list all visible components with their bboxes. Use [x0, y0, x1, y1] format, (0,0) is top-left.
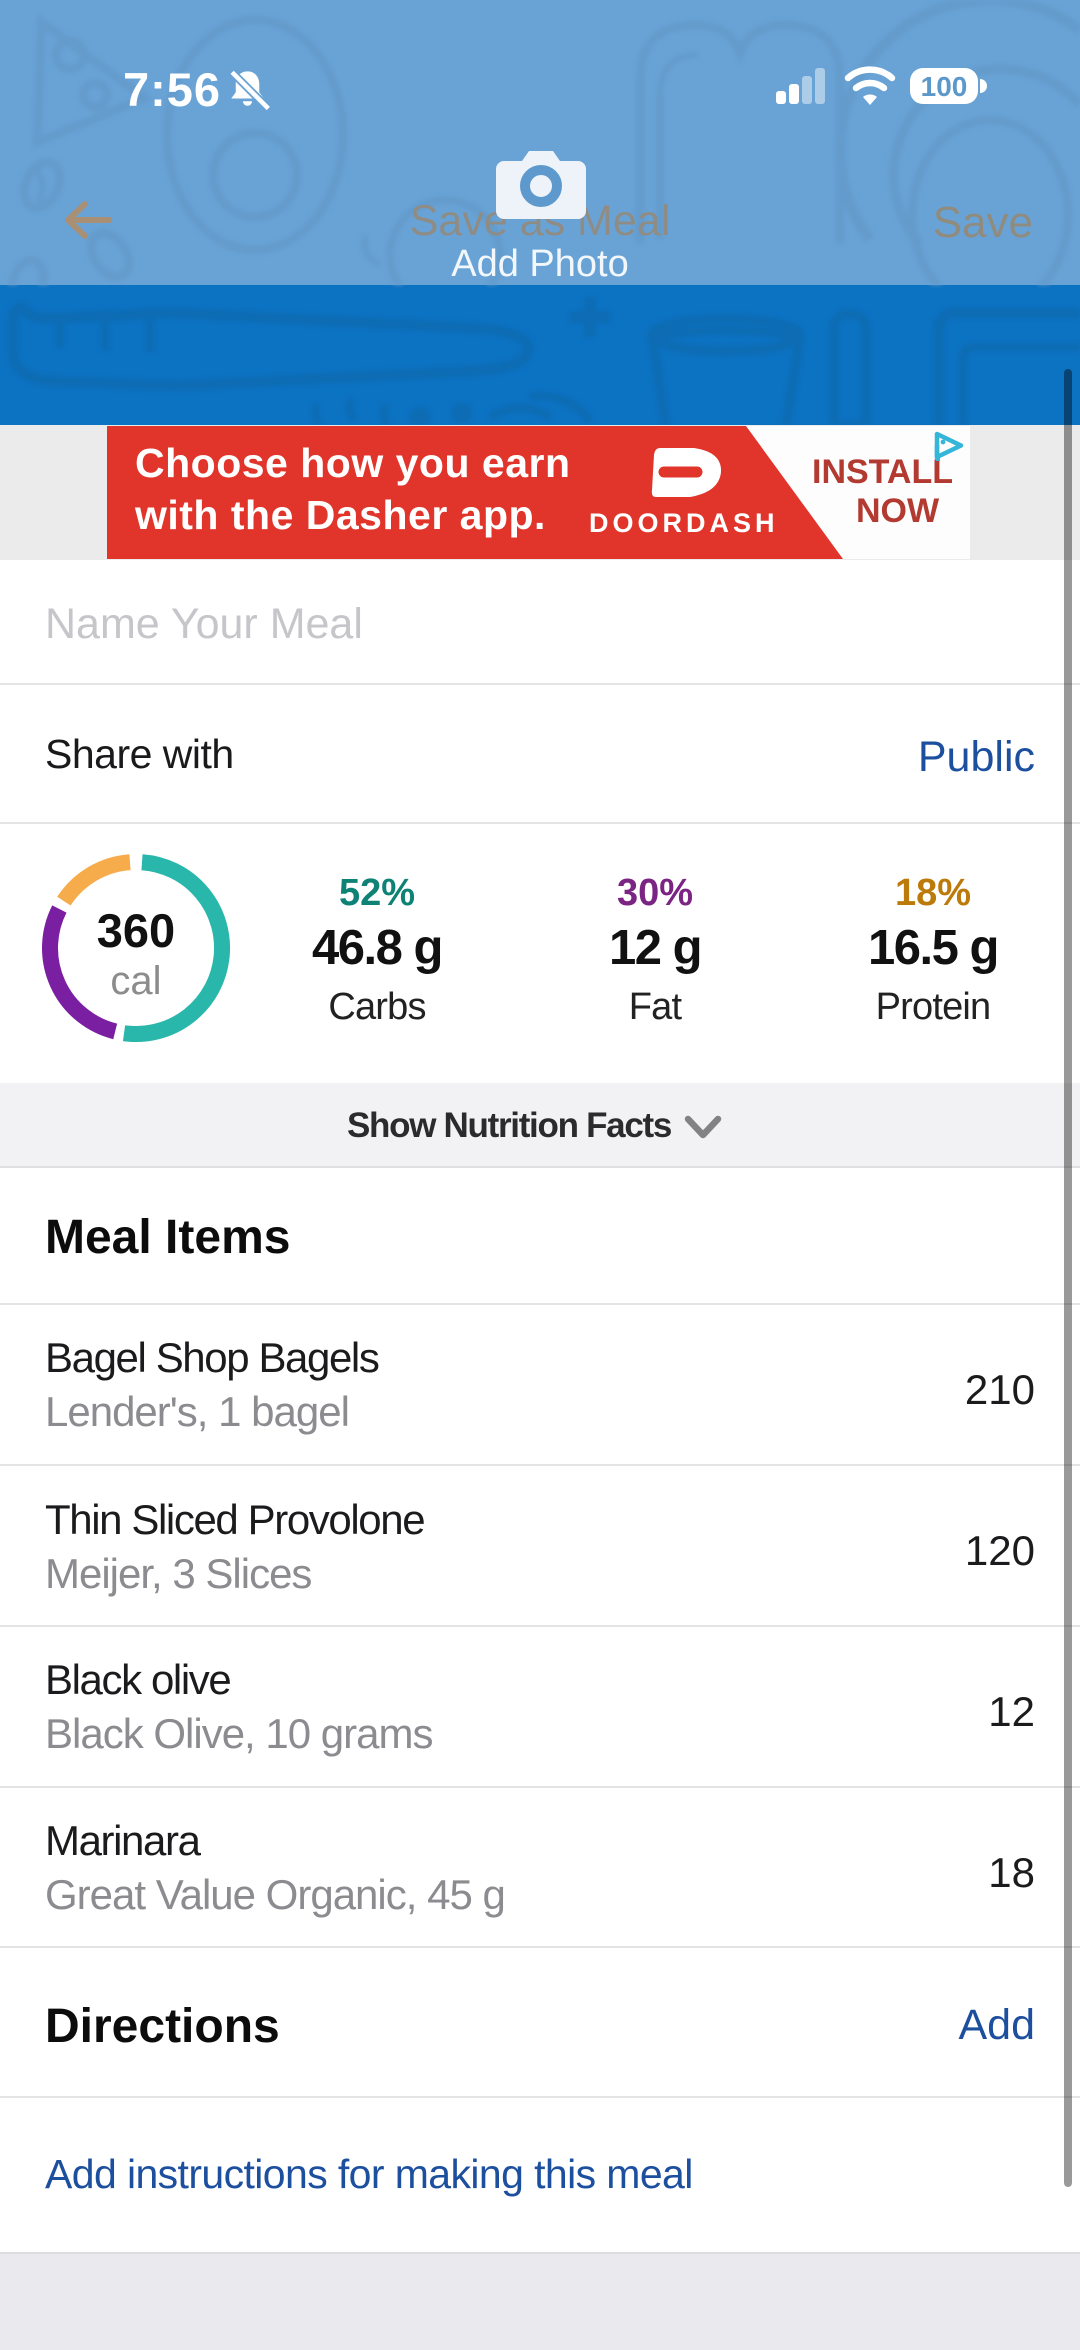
svg-text:100: 100 — [921, 71, 968, 102]
svg-text:cal: cal — [110, 959, 161, 1003]
svg-text:360: 360 — [97, 904, 175, 957]
